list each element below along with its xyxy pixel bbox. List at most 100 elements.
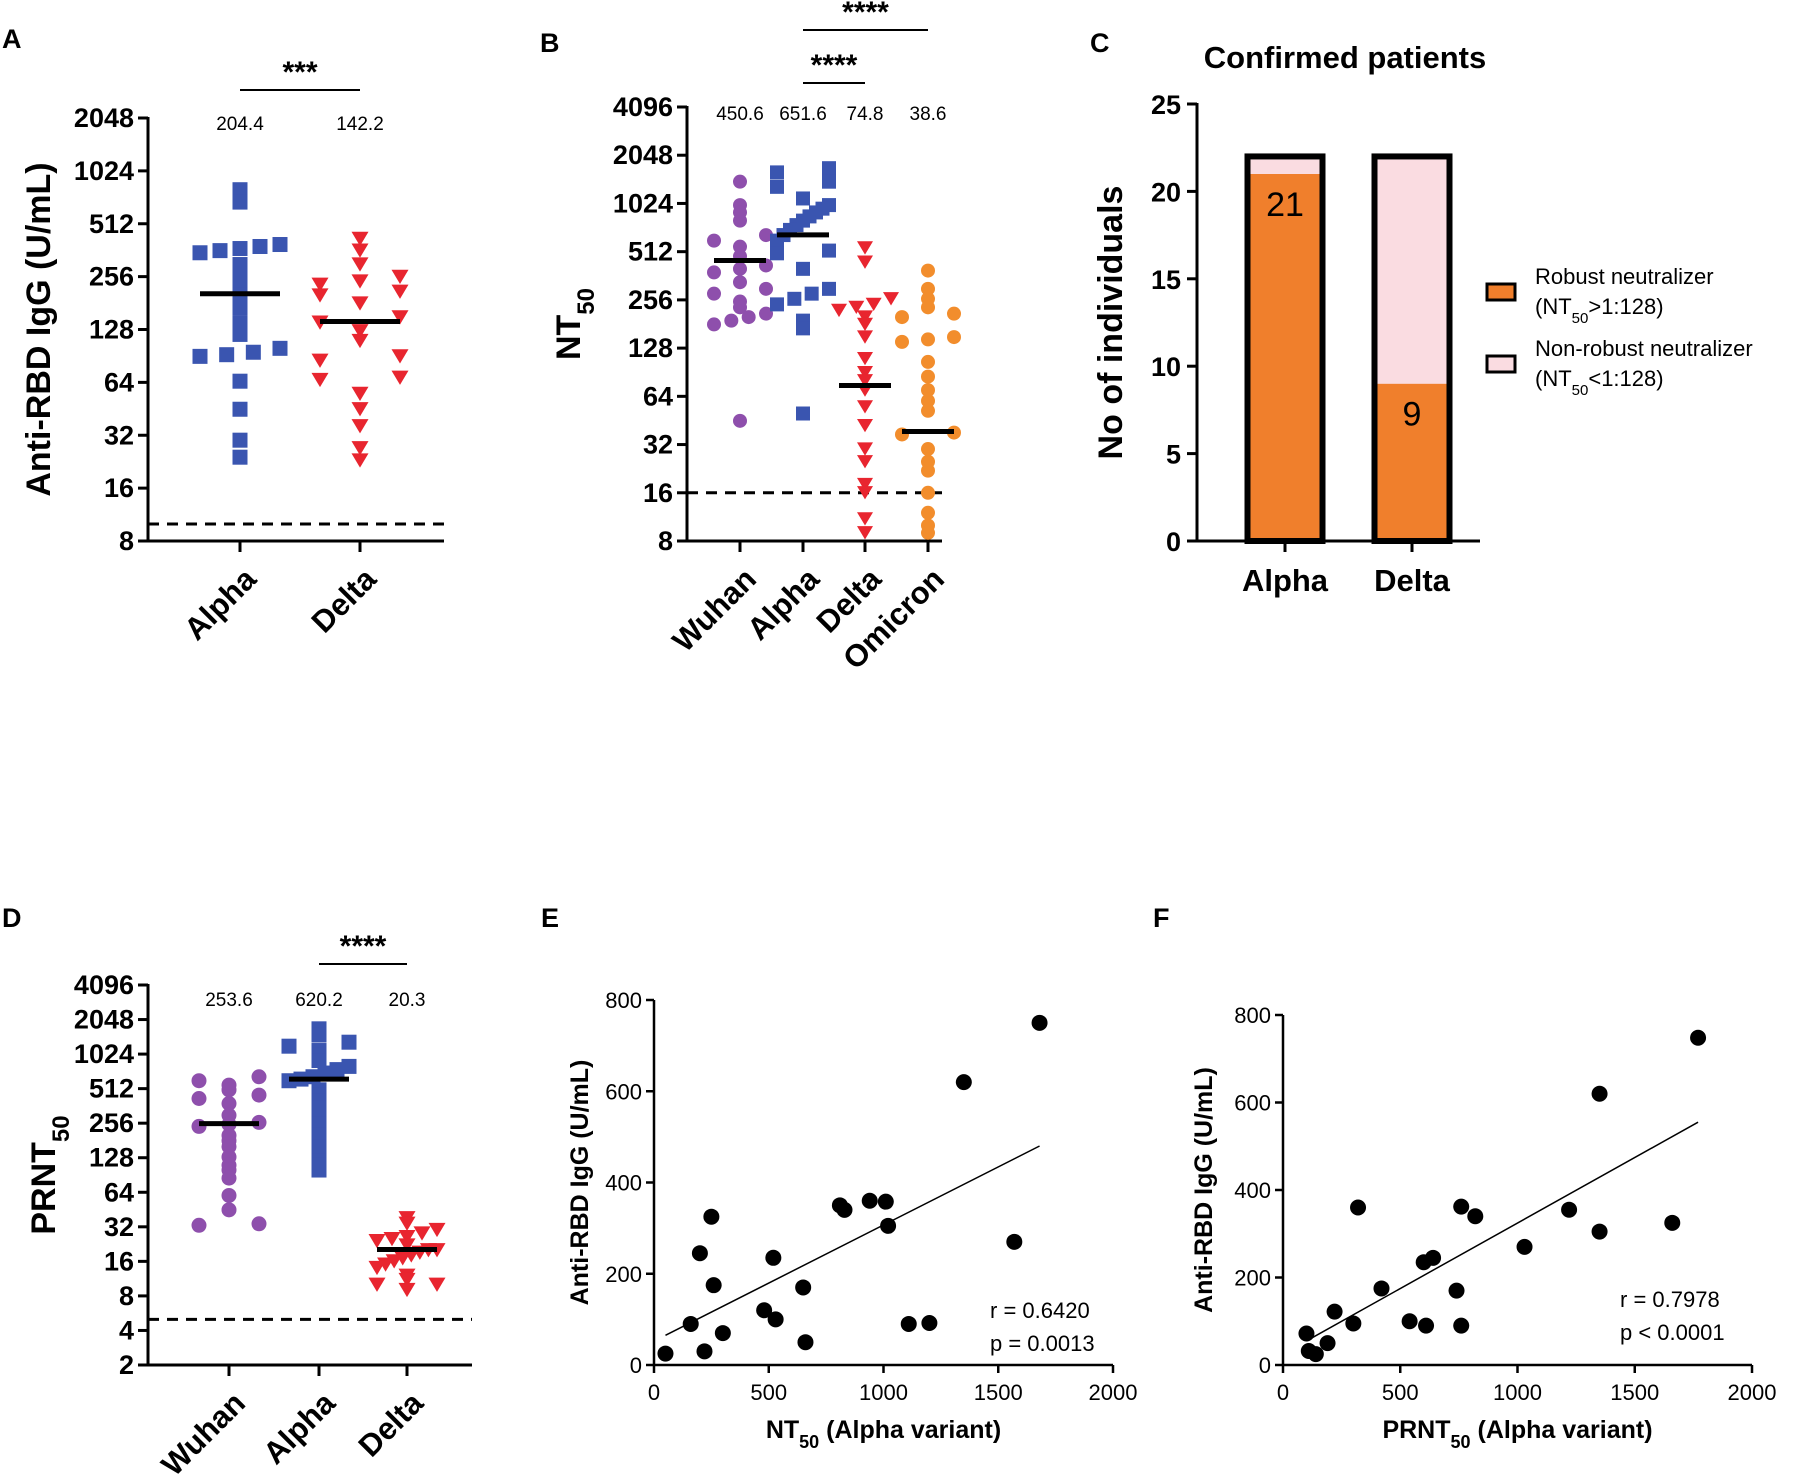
data-point-delta [311, 372, 329, 388]
panel-a: A 2048 1024 512 256 128 64 32 16 8 Alpha Delta Anti-… [2, 24, 444, 647]
y-axis-label: No of individuals [1092, 186, 1130, 460]
data-point-wuhan [251, 1069, 267, 1085]
data-point-wuhan [707, 317, 721, 332]
legend-detail: (NT50<1:128) [1535, 366, 1664, 399]
median-value-label: 253.6 [205, 990, 253, 1011]
data-point-delta [368, 1260, 386, 1276]
data-point-alpha [770, 246, 784, 261]
significance-label: **** [842, 0, 889, 29]
y-tick-label: 64 [104, 1177, 134, 1207]
y-tick-label: 4 [119, 1315, 134, 1345]
regression-line [1306, 1121, 1699, 1342]
y-tick-label: 2048 [74, 1005, 134, 1035]
data-point [795, 1279, 812, 1296]
category-label-wuhan: Wuhan [155, 1385, 252, 1482]
data-point-delta [351, 333, 369, 349]
data-point-delta [398, 1216, 416, 1231]
data-point-delta [351, 296, 369, 311]
data-point [1298, 1325, 1315, 1342]
data-point-wuhan [251, 1216, 267, 1232]
panel-label: C [1090, 28, 1110, 58]
data-point-alpha [329, 1062, 345, 1078]
legend-detail: (NT50>1:128) [1535, 294, 1664, 327]
data-point-delta [857, 455, 873, 469]
data-point-alpha [341, 1058, 357, 1074]
panel-d: D 4096 2048 1024 512 256 128 64 32 16 8 4 2 Wuhan Alph… [2, 903, 472, 1482]
data-point [880, 1217, 897, 1234]
panel-label: A [2, 24, 22, 54]
x-tick-label: 1000 [1493, 1380, 1542, 1405]
data-point [696, 1343, 713, 1360]
data-point [767, 1311, 784, 1328]
data-point-alpha [311, 1162, 327, 1178]
significance-label: **** [340, 930, 387, 963]
data-point-alpha [232, 326, 248, 342]
y-tick-label: 256 [89, 1108, 134, 1138]
data-point [1453, 1198, 1470, 1215]
data-point-delta [311, 288, 329, 303]
legend-label: Non-robust neutralizer [1535, 336, 1753, 361]
median-value-label: 450.6 [716, 104, 764, 125]
category-label-alpha: Alpha [256, 1385, 342, 1471]
data-point [756, 1302, 773, 1319]
y-tick-label: 128 [628, 333, 673, 363]
data-point [682, 1315, 699, 1332]
median-value-label: 142.2 [336, 114, 384, 135]
category-label-delta: Delta [352, 1385, 431, 1464]
panel-e: E 0 200 400 600 800 0 500 1000 1500 2000 Anti-RBD I… [541, 903, 1137, 1452]
data-point-delta [351, 419, 369, 434]
data-point [1401, 1313, 1418, 1330]
data-point-wuhan [707, 286, 721, 301]
y-tick-label: 8 [658, 526, 673, 556]
data-point-delta [857, 477, 873, 492]
data-point-alpha [311, 1139, 327, 1155]
data-point-delta [857, 512, 873, 526]
data-point [1345, 1315, 1362, 1332]
y-tick-label: 25 [1151, 90, 1181, 120]
y-tick-label: 16 [104, 473, 134, 503]
data-point-delta [311, 277, 329, 292]
data-point-omicron [921, 263, 935, 278]
data-point-alpha [796, 191, 810, 206]
data-point-alpha [281, 1038, 297, 1054]
data-point [797, 1334, 814, 1351]
data-point [1516, 1238, 1533, 1255]
y-tick-label: 64 [643, 381, 673, 411]
data-point-delta [391, 284, 409, 299]
data-point-delta [368, 1277, 386, 1292]
data-point [657, 1345, 674, 1362]
data-point [1591, 1085, 1608, 1102]
data-point-alpha [311, 1027, 327, 1043]
y-tick-label: 2 [119, 1350, 134, 1380]
median-value-label: 38.6 [910, 104, 947, 125]
data-point-omicron [921, 281, 935, 296]
x-tick-label: 2000 [1728, 1380, 1777, 1405]
data-point-alpha [232, 241, 248, 257]
bar-segment-robust [1374, 383, 1450, 541]
y-tick-label: 128 [89, 315, 134, 345]
data-point-alpha [796, 406, 810, 421]
data-point-omicron [921, 332, 935, 347]
median-value-label: 74.8 [847, 104, 884, 125]
data-point-alpha [232, 182, 248, 198]
y-tick-label: 32 [643, 430, 673, 460]
data-point [705, 1277, 722, 1294]
y-tick-label: 600 [1234, 1091, 1271, 1116]
data-point-alpha [232, 401, 248, 417]
data-point-delta [351, 243, 369, 258]
y-tick-label: 400 [1234, 1178, 1271, 1203]
y-tick-label: 1024 [74, 1039, 134, 1069]
data-point-wuhan [221, 1095, 237, 1111]
data-point-delta [311, 353, 329, 368]
data-point-delta [351, 453, 369, 468]
data-point-wuhan [733, 261, 747, 276]
data-point-delta [391, 349, 409, 364]
data-point-alpha [822, 281, 836, 296]
panel-b: B4096204810245122561286432168WuhanAlphaD… [540, 0, 961, 676]
data-point [900, 1315, 917, 1332]
data-point-omicron [921, 505, 935, 520]
data-point-delta [428, 1277, 446, 1292]
x-tick-label: 0 [648, 1380, 660, 1405]
data-point-delta [831, 303, 847, 318]
